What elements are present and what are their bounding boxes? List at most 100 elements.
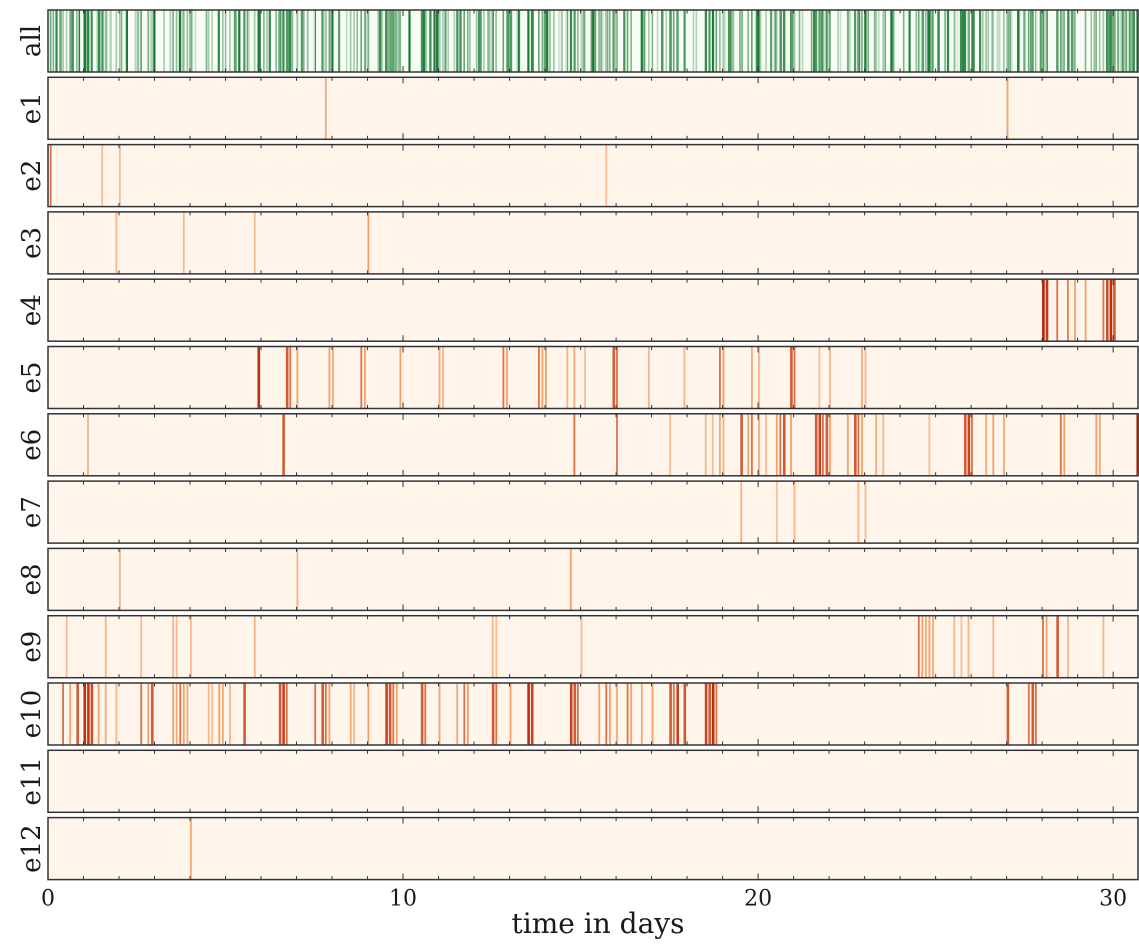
event-mark bbox=[77, 10, 81, 72]
event-mark bbox=[517, 10, 520, 72]
event-mark bbox=[600, 10, 602, 72]
event-mark bbox=[1045, 279, 1049, 342]
event-mark bbox=[266, 10, 268, 72]
event-mark bbox=[775, 413, 778, 476]
event-mark bbox=[665, 10, 667, 72]
event-mark bbox=[1030, 10, 1033, 72]
event-mark bbox=[759, 10, 762, 72]
row-frame bbox=[47, 211, 1139, 275]
event-mark bbox=[248, 10, 250, 72]
event-mark bbox=[190, 10, 193, 72]
event-mark bbox=[692, 10, 695, 72]
event-mark bbox=[818, 346, 821, 409]
event-mark bbox=[390, 10, 392, 72]
event-mark bbox=[1093, 10, 1096, 72]
event-mark bbox=[285, 346, 289, 409]
event-mark bbox=[921, 10, 925, 72]
row-e8: e8 bbox=[17, 547, 1139, 612]
event-mark bbox=[65, 615, 68, 678]
event-mark bbox=[487, 10, 490, 72]
row-frame bbox=[47, 278, 1139, 342]
event-mark bbox=[580, 615, 583, 678]
event-mark bbox=[884, 10, 886, 72]
event-mark bbox=[651, 683, 654, 745]
row-background bbox=[48, 211, 1138, 274]
event-mark bbox=[669, 683, 672, 745]
event-mark bbox=[719, 346, 721, 409]
event-mark bbox=[321, 683, 324, 745]
event-mark bbox=[979, 10, 982, 72]
event-mark bbox=[565, 10, 567, 72]
event-mark bbox=[875, 413, 878, 476]
event-mark bbox=[253, 10, 256, 72]
event-mark bbox=[1102, 10, 1105, 72]
event-mark bbox=[573, 683, 577, 745]
event-mark bbox=[429, 10, 432, 72]
event-mark bbox=[282, 10, 285, 72]
event-mark bbox=[626, 10, 629, 72]
event-mark bbox=[810, 10, 813, 72]
event-mark bbox=[425, 10, 427, 72]
x-axis: 0 10 20 30 bbox=[41, 887, 1127, 912]
event-mark bbox=[722, 346, 725, 409]
event-mark bbox=[1035, 10, 1038, 72]
event-mark bbox=[268, 10, 271, 72]
event-mark bbox=[194, 10, 197, 72]
event-mark bbox=[583, 10, 585, 72]
event-mark bbox=[839, 10, 842, 72]
event-mark bbox=[814, 413, 818, 476]
event-mark bbox=[222, 10, 224, 72]
event-mark bbox=[172, 10, 174, 72]
event-mark bbox=[399, 346, 402, 409]
event-mark bbox=[257, 346, 261, 409]
event-mark bbox=[1059, 10, 1062, 72]
event-mark bbox=[704, 413, 707, 476]
event-mark bbox=[553, 10, 555, 72]
event-mark bbox=[902, 10, 905, 72]
event-mark bbox=[218, 683, 221, 745]
event-mark bbox=[360, 10, 362, 72]
event-mark bbox=[313, 10, 316, 72]
event-mark bbox=[119, 144, 121, 207]
event-mark bbox=[134, 10, 137, 72]
row-label: e4 bbox=[17, 294, 47, 326]
event-mark bbox=[566, 10, 569, 72]
row-frame bbox=[47, 480, 1139, 544]
event-mark bbox=[672, 10, 675, 72]
event-mark bbox=[765, 413, 767, 476]
event-mark bbox=[640, 683, 643, 745]
event-mark bbox=[182, 683, 185, 745]
row-label: e7 bbox=[17, 496, 47, 528]
event-mark bbox=[100, 10, 102, 72]
event-mark bbox=[584, 346, 586, 409]
event-mark bbox=[467, 683, 469, 745]
event-mark bbox=[779, 10, 783, 72]
event-mark bbox=[992, 615, 995, 678]
event-mark bbox=[813, 10, 816, 72]
event-mark bbox=[442, 346, 444, 409]
event-mark bbox=[263, 10, 265, 72]
event-mark bbox=[467, 10, 469, 72]
event-mark bbox=[1095, 413, 1098, 476]
event-mark bbox=[793, 10, 796, 72]
event-mark bbox=[1039, 10, 1042, 72]
event-mark bbox=[695, 10, 698, 72]
event-mark bbox=[527, 10, 530, 72]
event-mark bbox=[771, 10, 774, 72]
event-mark bbox=[1045, 615, 1048, 678]
event-mark bbox=[928, 413, 931, 476]
event-mark bbox=[217, 10, 220, 72]
event-mark bbox=[925, 615, 927, 678]
event-mark bbox=[824, 10, 826, 72]
event-mark bbox=[560, 10, 563, 72]
event-mark bbox=[917, 615, 920, 678]
event-mark bbox=[71, 10, 74, 72]
row-background bbox=[48, 615, 1138, 678]
event-mark bbox=[669, 413, 672, 476]
event-mark bbox=[740, 481, 743, 544]
event-mark bbox=[1102, 279, 1105, 342]
event-mark bbox=[211, 683, 214, 745]
event-mark bbox=[739, 10, 741, 72]
event-mark bbox=[1010, 10, 1013, 72]
event-mark bbox=[722, 10, 725, 72]
